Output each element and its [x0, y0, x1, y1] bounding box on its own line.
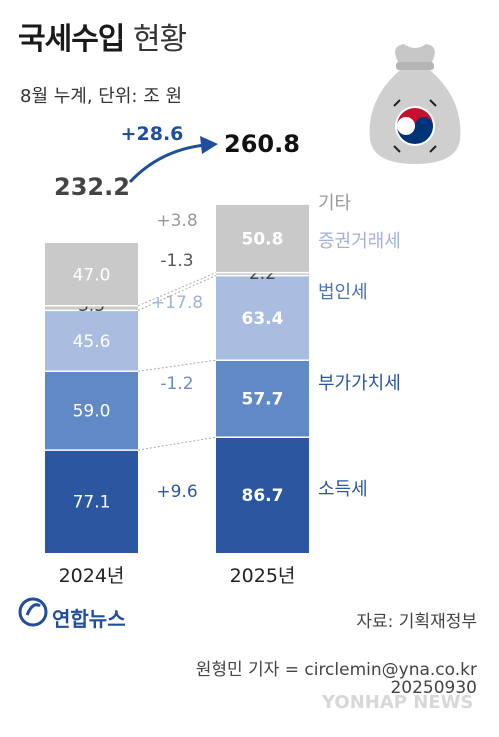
legend-증권거래세: 증권거래세	[318, 231, 401, 252]
connector-line	[137, 359, 217, 372]
connector-line	[137, 436, 217, 451]
bar-부가가치세-2025년	[216, 360, 309, 438]
value-label: 57.7	[242, 390, 284, 410]
legend-법인세: 법인세	[318, 282, 368, 303]
bar-소득세-2025년	[216, 437, 309, 553]
bar-법인세-2025년	[216, 275, 309, 361]
bar-증권거래세-2024년	[45, 305, 138, 311]
date: 20250930	[390, 678, 477, 698]
value-label: 45.6	[73, 332, 111, 352]
change-label: +17.8	[151, 293, 203, 313]
value-label: 86.7	[242, 486, 284, 506]
logo-text: 연합뉴스	[52, 607, 126, 631]
category-label: 2024년	[59, 565, 125, 587]
source: 자료: 기획재정부	[356, 612, 477, 632]
watermark: YONHAP NEWS	[322, 692, 474, 713]
legend-소득세: 소득세	[318, 479, 368, 500]
total-label-2024: 232.2	[54, 173, 130, 201]
change-label: -1.2	[160, 374, 193, 394]
bar-소득세-2024년	[45, 450, 138, 553]
yonhap-logo	[18, 597, 48, 631]
category-label: 2025년	[230, 565, 296, 587]
legend-기타: 기타	[318, 193, 352, 214]
value-label: 50.8	[242, 230, 284, 250]
title-bold: 국세수입	[18, 22, 125, 57]
value-label: 59.0	[73, 402, 111, 422]
total-label-2025: 260.8	[224, 130, 300, 158]
total-change-label: +28.6	[121, 123, 184, 145]
yonhap-logo-icon	[18, 597, 48, 627]
subtitle: 8월 누계, 단위: 조 원	[20, 86, 183, 107]
money-bag-icon	[369, 44, 461, 164]
value-label: 77.1	[73, 493, 111, 513]
page-title: 국세수입 현황	[18, 14, 187, 58]
bar-부가가치세-2024년	[45, 371, 138, 451]
value-label: 63.4	[242, 309, 284, 329]
stacked-bar-chart: 77.159.045.63.547.086.757.763.42.250.8+9…	[45, 123, 401, 587]
bar-기타-2025년	[216, 204, 309, 273]
title-rest: 현황	[132, 22, 187, 57]
growth-arrow-head	[200, 136, 218, 154]
value-label: 47.0	[73, 265, 111, 285]
change-label: -1.3	[160, 251, 193, 271]
bar-법인세-2024년	[45, 310, 138, 372]
legend-부가가치세: 부가가치세	[318, 373, 401, 394]
change-label: +3.8	[156, 211, 197, 231]
bar-증권거래세-2025년	[216, 272, 309, 276]
credit: 원형민 기자 = circlemin@yna.co.kr	[195, 660, 477, 680]
change-label: +9.6	[156, 482, 197, 502]
bar-기타-2024년	[45, 243, 138, 306]
growth-arrow	[128, 143, 206, 184]
